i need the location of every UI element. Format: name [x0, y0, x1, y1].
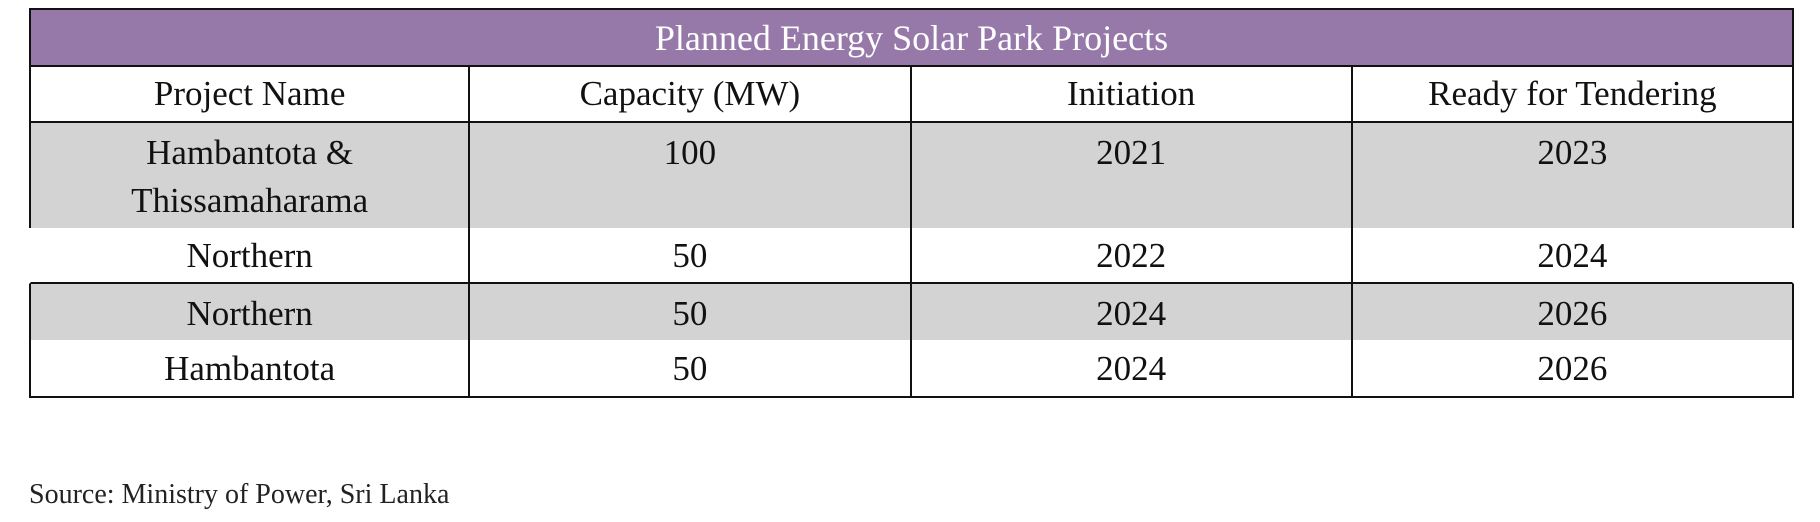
header-capacity: Capacity (MW)	[470, 67, 912, 123]
cell-initiation: 2024	[911, 284, 1353, 340]
cell-ready-for-tendering: 2024	[1352, 228, 1794, 284]
table-row: Hambantota & Thissamaharama 100 2021 202…	[29, 123, 1794, 228]
table-row: Northern 50 2024 2026	[29, 284, 1794, 340]
table-row: Hambantota 50 2024 2026	[29, 340, 1794, 398]
source-note: Source: Ministry of Power, Sri Lanka	[29, 479, 450, 510]
cell-capacity: 50	[470, 340, 912, 398]
cell-initiation: 2021	[911, 123, 1353, 228]
cell-initiation: 2022	[911, 228, 1353, 284]
header-initiation: Initiation	[911, 67, 1353, 123]
cell-capacity: 50	[470, 228, 912, 284]
table-grid: Project Name Capacity (MW) Initiation Re…	[29, 65, 1794, 398]
solar-projects-table: Planned Energy Solar Park Projects Proje…	[29, 8, 1794, 398]
cell-capacity: 50	[470, 284, 912, 340]
cell-ready-for-tendering: 2023	[1352, 123, 1794, 228]
table-title: Planned Energy Solar Park Projects	[29, 8, 1794, 65]
cell-capacity: 100	[470, 123, 912, 228]
cell-project-name: Hambantota & Thissamaharama	[29, 123, 471, 228]
header-ready-for-tendering: Ready for Tendering	[1352, 67, 1794, 123]
cell-project-name: Hambantota	[29, 340, 471, 398]
header-project-name: Project Name	[29, 67, 471, 123]
cell-project-name: Northern	[29, 284, 471, 340]
cell-ready-for-tendering: 2026	[1352, 284, 1794, 340]
cell-ready-for-tendering: 2026	[1352, 340, 1794, 398]
table-row: Northern 50 2022 2024	[29, 228, 1794, 284]
table-header-row: Project Name Capacity (MW) Initiation Re…	[29, 67, 1794, 123]
cell-initiation: 2024	[911, 340, 1353, 398]
cell-project-name: Northern	[29, 228, 471, 284]
